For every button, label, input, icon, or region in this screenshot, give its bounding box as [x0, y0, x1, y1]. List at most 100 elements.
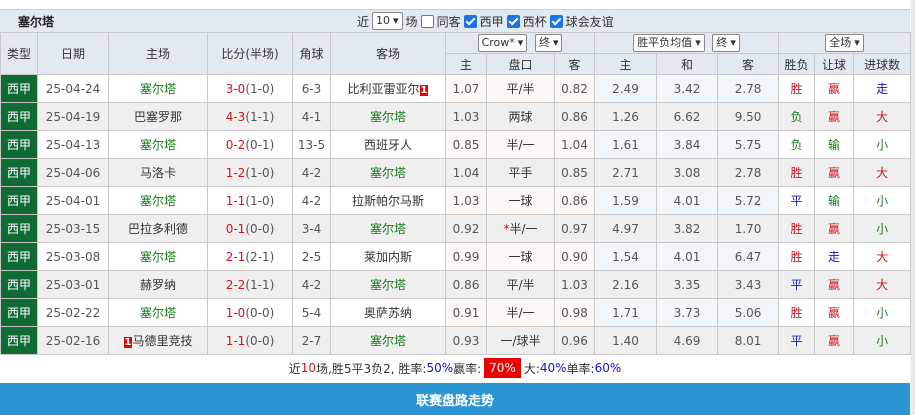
away-team[interactable]: 拉斯帕尔马斯	[330, 186, 446, 215]
handicap-line: *半/一	[486, 214, 555, 243]
summary-text: 近	[288, 361, 301, 376]
match-date: 25-04-19	[37, 102, 109, 131]
summary-text: 单率:	[566, 361, 595, 376]
score-cell[interactable]: 1-0(0-0)	[207, 298, 293, 327]
half-score: (0-0)	[245, 221, 275, 236]
score-cell[interactable]: 0-1(0-0)	[207, 214, 293, 243]
odds-away: 5.72	[717, 186, 780, 215]
home-team[interactable]: 塞尔塔	[108, 298, 208, 327]
home-team[interactable]: 马洛卡	[108, 158, 208, 187]
summary-text: 大:	[523, 361, 540, 376]
home-team[interactable]: 巴拉多利德	[108, 214, 208, 243]
col-corners: 角球	[292, 32, 331, 75]
away-team[interactable]: 莱加内斯	[330, 242, 446, 271]
score-cell[interactable]: 2-1(2-1)	[207, 242, 293, 271]
handicap-line-value: 一/球半	[500, 334, 541, 348]
match-date: 25-04-06	[37, 158, 109, 187]
league-trend-button[interactable]: 联赛盘路走势	[0, 383, 910, 415]
home-team[interactable]: 塞尔塔	[108, 74, 208, 103]
odds-draw: 3.84	[656, 130, 719, 159]
league-type[interactable]: 西甲	[0, 102, 38, 131]
league-type[interactable]: 西甲	[0, 242, 38, 271]
match-date: 25-04-13	[37, 130, 109, 159]
league-type[interactable]: 西甲	[0, 298, 38, 327]
home-team[interactable]: 塞尔塔	[108, 130, 208, 159]
home-team[interactable]: 塞尔塔	[108, 186, 208, 215]
full-score: 1-0	[225, 305, 246, 320]
chevron-down-icon: ▾	[730, 36, 736, 49]
table-row: 西甲 25-04-19 巴塞罗那 4-3(1-1) 4-1 塞尔塔 1.03 两…	[0, 102, 912, 131]
matches-label: 场	[405, 14, 418, 29]
score-cell[interactable]: 1-1(1-0)	[207, 186, 293, 215]
away-team[interactable]: 塞尔塔	[330, 158, 446, 187]
odds-away: 1.70	[717, 214, 780, 243]
away-team[interactable]: 塞尔塔	[330, 270, 446, 299]
home-team-name: 巴塞罗那	[133, 110, 182, 124]
odds-home: 1.59	[594, 186, 658, 215]
col-h-home: 主	[445, 53, 487, 75]
result: 胜	[778, 214, 816, 243]
league-type[interactable]: 西甲	[0, 74, 38, 103]
odds-draw: 6.62	[656, 102, 719, 131]
corners: 5-4	[292, 298, 331, 327]
handicap-line: 平/半	[486, 74, 555, 103]
handicap-line-value: 半/一	[506, 306, 535, 320]
filters: 近 10 ▾ 场 同客 西甲 西杯 球会友谊	[357, 12, 614, 30]
goals-result: 大	[853, 270, 912, 299]
odds-draw: 3.42	[656, 74, 719, 103]
handicap-home-odds: 0.85	[445, 130, 487, 159]
away-team[interactable]: 比利亚雷亚尔1	[330, 74, 446, 103]
league-type[interactable]: 西甲	[0, 326, 38, 355]
away-team-name: 奥萨苏纳	[363, 306, 412, 320]
home-team[interactable]: 赫罗纳	[108, 270, 208, 299]
same-venue-checkbox[interactable]	[420, 14, 434, 28]
half-score: (1-0)	[245, 165, 275, 180]
handicap-home-odds: 1.07	[445, 74, 487, 103]
league-checkbox-friendly[interactable]	[549, 14, 563, 28]
away-team[interactable]: 西班牙人	[330, 130, 446, 159]
handicap-result: 输	[814, 130, 855, 159]
home-team[interactable]: 巴塞罗那	[108, 102, 208, 131]
league-checkbox-laliga[interactable]	[463, 14, 477, 28]
odds-draw: 4.69	[656, 326, 719, 355]
handicap-line: 平手	[486, 158, 555, 187]
score-cell[interactable]: 2-2(1-1)	[207, 270, 293, 299]
handicap-away-odds: 0.96	[553, 326, 596, 355]
away-team[interactable]: 塞尔塔	[330, 102, 446, 131]
period-select[interactable]: 全场 ▾	[825, 34, 864, 52]
league-checkbox-copa[interactable]	[506, 14, 520, 28]
odds-type-select[interactable]: 胜平负均值 ▾	[633, 34, 705, 52]
league-type[interactable]: 西甲	[0, 158, 38, 187]
score-cell[interactable]: 0-2(0-1)	[207, 130, 293, 159]
handicap-stage-value: 终	[538, 36, 550, 49]
table-row: 西甲 25-03-08 塞尔塔 2-1(2-1) 2-5 莱加内斯 0.99 一…	[0, 242, 912, 271]
away-team[interactable]: 塞尔塔	[330, 214, 446, 243]
result: 胜	[778, 74, 816, 103]
league-type[interactable]: 西甲	[0, 214, 38, 243]
score-cell[interactable]: 1-1(0-0)	[207, 326, 293, 355]
away-team[interactable]: 塞尔塔	[330, 326, 446, 355]
score-cell[interactable]: 3-0(1-0)	[207, 74, 293, 103]
match-count-select[interactable]: 10 ▾	[372, 12, 403, 30]
corners: 3-4	[292, 214, 331, 243]
league-type[interactable]: 西甲	[0, 186, 38, 215]
odds-home: 2.16	[594, 270, 658, 299]
handicap-result: 赢	[814, 214, 855, 243]
handicap-home-odds: 0.99	[445, 242, 487, 271]
home-team[interactable]: 塞尔塔	[108, 242, 208, 271]
home-team-name: 塞尔塔	[139, 194, 176, 208]
home-team[interactable]: 1马德里竞技	[108, 326, 208, 355]
away-team-name: 西班牙人	[363, 138, 412, 152]
handicap-line-value: 一球	[508, 194, 533, 208]
odds-stage-select[interactable]: 终 ▾	[712, 34, 740, 52]
handicap-stage-select[interactable]: 终 ▾	[534, 34, 563, 52]
league-type[interactable]: 西甲	[0, 130, 38, 159]
away-team[interactable]: 奥萨苏纳	[330, 298, 446, 327]
company-select[interactable]: Crow* ▾	[477, 34, 528, 52]
scrollbar[interactable]	[911, 0, 915, 415]
score-cell[interactable]: 1-2(1-0)	[207, 158, 293, 187]
away-team-name: 塞尔塔	[369, 222, 406, 236]
handicap-line-value: 平/半	[506, 82, 535, 96]
score-cell[interactable]: 4-3(1-1)	[207, 102, 293, 131]
league-type[interactable]: 西甲	[0, 270, 38, 299]
